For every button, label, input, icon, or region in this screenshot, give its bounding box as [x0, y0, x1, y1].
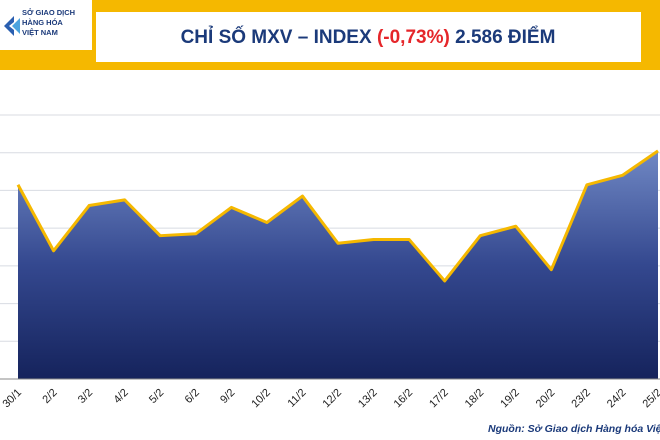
source-note: Nguồn: Sở Giao dịch Hàng hóa Việt Nam: [488, 423, 660, 435]
title-main: CHỈ SỐ MXV – INDEX: [181, 26, 372, 48]
logo-text: VIỆT NAM: [22, 28, 58, 37]
area: [18, 150, 658, 379]
chart-title: CHỈ SỐ MXV – INDEX (-0,73%) 2.586 ĐIỂM: [181, 26, 556, 48]
line: [16, 149, 659, 283]
logo-icon: [12, 18, 20, 34]
title-box: [96, 12, 641, 62]
logo-icon: [4, 16, 14, 36]
logo-text: HÀNG HÓA: [22, 18, 63, 27]
title-change: (-0,73%): [377, 27, 450, 48]
title-value: 2.586 ĐIỂM: [455, 26, 555, 48]
logo-text: SỞ GIAO DỊCH: [22, 8, 75, 17]
